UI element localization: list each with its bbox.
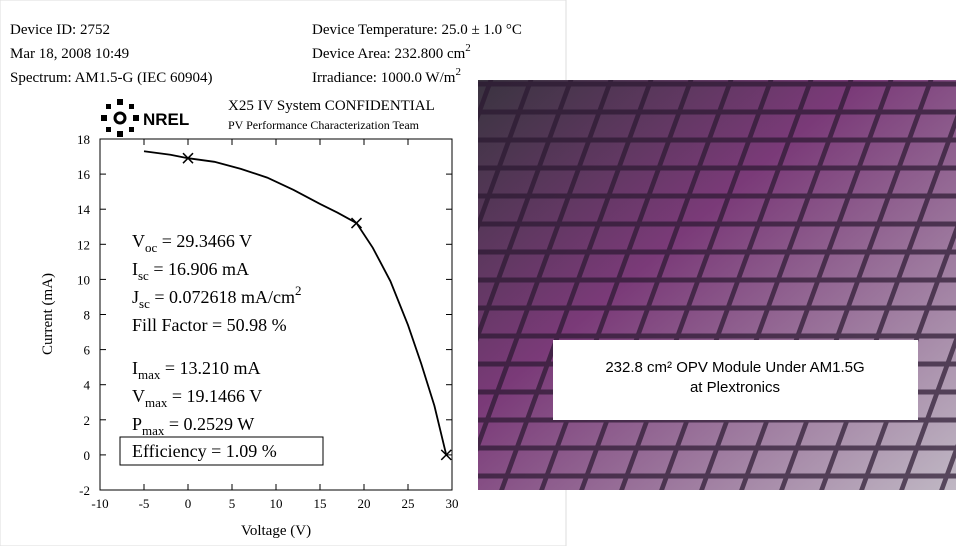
header-text: Device Temperature: 25.0 ± 1.0 °C: [312, 22, 522, 38]
annotation-main: J: [132, 287, 139, 307]
logo-text: NREL: [143, 110, 189, 129]
annotation: Pmax = 0.2529 W: [132, 414, 254, 438]
point-marker: [440, 449, 452, 461]
annotation-main: P: [132, 414, 142, 434]
annotation-rest: = 19.1466 V: [167, 386, 262, 406]
subscript: max: [142, 423, 165, 438]
x-tick-label: 0: [185, 496, 192, 511]
header-part: Device Area: 232.800 cm: [312, 46, 466, 62]
annotation-main: Efficiency = 1.09 %: [132, 441, 277, 461]
photo: [478, 80, 956, 490]
x-tick-label: 5: [229, 496, 236, 511]
x-axis-label: Voltage (V): [241, 523, 311, 539]
annotation-main: I: [132, 259, 138, 279]
header-text: Irradiance: 1000.0 W/m2: [312, 66, 461, 86]
annotation: Vmax = 19.1466 V: [132, 386, 262, 410]
superscript: 2: [465, 42, 471, 54]
subscript: sc: [138, 268, 149, 283]
header-text: Device ID: 2752: [10, 22, 110, 38]
subscript: sc: [139, 296, 150, 311]
subscript: max: [145, 395, 168, 410]
efficiency-box: [119, 436, 324, 466]
header-text: Mar 18, 2008 10:49: [10, 46, 129, 62]
annotation-rest: = 0.072618 mA/cm: [150, 287, 295, 307]
x-tick-label: 15: [314, 496, 327, 511]
subscript: max: [138, 367, 161, 382]
annotation: Imax = 13.210 mA: [132, 358, 261, 382]
annotation-rest: = 0.2529 W: [164, 414, 254, 434]
y-axis-label: Current (mA): [40, 273, 56, 355]
annotation-main: V: [132, 231, 145, 251]
y-tick-label: 2: [84, 413, 91, 428]
annotation-main: Fill Factor = 50.98 %: [132, 315, 287, 335]
y-tick-label: 16: [77, 167, 91, 182]
header-text: Device Area: 232.800 cm2: [312, 42, 471, 62]
header-part: Irradiance: 1000.0 W/m: [312, 70, 456, 86]
annotation: Jsc = 0.072618 mA/cm2: [132, 283, 302, 311]
iv-curve: [143, 150, 448, 456]
y-tick-label: 6: [84, 343, 91, 358]
annotation-rest: = 13.210 mA: [160, 358, 260, 378]
annotation-main: V: [132, 386, 145, 406]
annotation: Fill Factor = 50.98 %: [132, 315, 287, 335]
annotation-rest: = 16.906 mA: [149, 259, 249, 279]
y-tick-label: 12: [77, 237, 90, 252]
header-text: Spectrum: AM1.5-G (IEC 60904): [10, 70, 212, 86]
annotation: Efficiency = 1.09 %: [132, 441, 277, 461]
x-tick-label: -10: [91, 496, 108, 511]
x-tick-label: 25: [402, 496, 415, 511]
y-tick-label: 4: [84, 378, 91, 393]
y-tick-label: -2: [79, 483, 90, 498]
x-tick-label: 30: [446, 496, 459, 511]
point-marker: [182, 152, 194, 164]
point-marker: [350, 217, 363, 229]
superscript: 2: [455, 66, 461, 78]
logo-icon: [101, 99, 139, 137]
team: PV Performance Characterization Team: [228, 118, 420, 132]
annotation: Isc = 16.906 mA: [132, 259, 249, 283]
x-tick-label: 10: [270, 496, 283, 511]
y-tick-label: 14: [77, 202, 91, 217]
y-tick-label: 0: [84, 448, 91, 463]
x-tick-label: 20: [358, 496, 371, 511]
y-tick-label: 18: [77, 132, 90, 147]
annotation: Voc = 29.3466 V: [132, 231, 252, 255]
system: X25 IV System CONFIDENTIAL: [228, 98, 435, 114]
caption: at Plextronics: [690, 379, 780, 396]
caption-box: [553, 340, 918, 420]
annotation-main: I: [132, 358, 138, 378]
y-tick-label: 10: [77, 272, 90, 287]
caption: 232.8 cm² OPV Module Under AM1.5G: [605, 359, 864, 376]
chart-panel: [0, 0, 567, 546]
header-part: Device Temperature: 25.0 ± 1.0 °C: [312, 22, 522, 38]
y-tick-label: 8: [84, 308, 91, 323]
subscript: oc: [145, 240, 158, 255]
superscript: 2: [295, 283, 302, 298]
annotation-rest: = 29.3466 V: [157, 231, 252, 251]
x-tick-label: -5: [139, 496, 150, 511]
